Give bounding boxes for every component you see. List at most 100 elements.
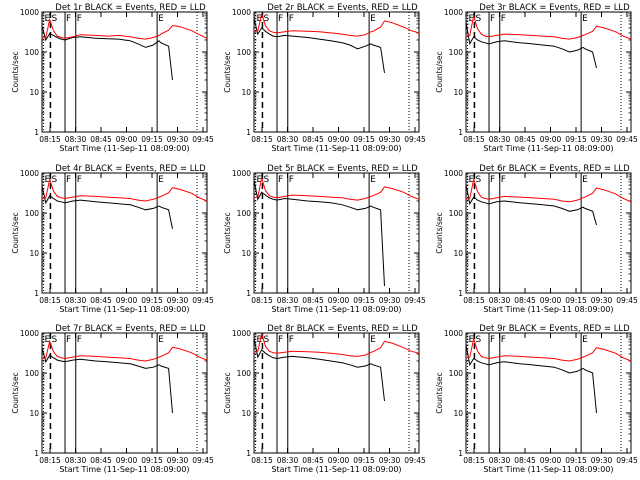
y-tick-label: 1 (458, 128, 463, 137)
marker-label: F (490, 175, 495, 185)
y-tick-label: 100 (25, 209, 40, 218)
events-series-line (465, 22, 597, 69)
x-tick-label: 08:15 (251, 135, 273, 144)
y-tick-label: 1 (458, 289, 463, 298)
marker-label: S (51, 335, 57, 345)
x-axis-label: Start Time (11-Sep-11 08:09:00) (271, 144, 401, 153)
x-tick-label: 08:30 (277, 135, 299, 144)
x-tick-label: 08:15 (39, 135, 61, 144)
y-tick-label: 100 (237, 369, 252, 378)
x-tick-label: 08:30 (489, 135, 511, 144)
y-tick-label: 1000 (444, 8, 463, 17)
x-axis-label: Start Time (11-Sep-11 08:09:00) (483, 465, 613, 474)
x-tick-label: 09:30 (591, 296, 613, 305)
marker-label: E (45, 335, 51, 345)
marker-label: E (469, 14, 475, 24)
y-tick-label: 100 (449, 209, 464, 218)
x-tick-label: 09:45 (404, 456, 426, 465)
panel-9: Det 9r BLACK = Events, RED = LLD 1 10 100 10… (435, 324, 638, 474)
y-tick-label: 100 (449, 48, 464, 57)
x-tick-label: 08:30 (65, 135, 87, 144)
y-tick-label: 1000 (20, 169, 39, 178)
panel-1: Det 1r BLACK = Events, RED = LLD 1 10 100 10… (11, 3, 214, 153)
panel-title: Det 5r BLACK = Events, RED = LLD (267, 164, 418, 174)
marker-label: F (77, 335, 82, 345)
plot-frame (253, 172, 420, 294)
marker-label: E (370, 14, 376, 24)
events-series-line (41, 347, 173, 414)
x-tick-label: 09:30 (379, 296, 401, 305)
marker-label: S (475, 14, 481, 24)
events-series-line (41, 25, 173, 81)
marker-label: F (490, 335, 495, 345)
x-tick-label: 09:00 (328, 135, 350, 144)
marker-label: F (490, 14, 495, 24)
y-tick-label: 100 (449, 369, 464, 378)
marker-label: E (370, 175, 376, 185)
x-axis-label: Start Time (11-Sep-11 08:09:00) (271, 305, 401, 314)
marker-label: S (263, 14, 269, 24)
marker-label: F (66, 14, 71, 24)
x-tick-label: 08:30 (277, 456, 299, 465)
panel-7: Det 7r BLACK = Events, RED = LLD 1 10 100 10… (11, 324, 214, 474)
x-tick-label: 08:30 (65, 296, 87, 305)
lld-series-line (253, 11, 420, 37)
x-tick-label: 09:45 (192, 296, 214, 305)
panel-title: Det 9r BLACK = Events, RED = LLD (479, 324, 630, 334)
y-tick-label: 1 (246, 128, 251, 137)
y-tick-label: 1000 (20, 8, 39, 17)
y-tick-label: 1000 (444, 169, 463, 178)
lld-series-line (41, 339, 208, 362)
marker-label: F (278, 14, 283, 24)
y-tick-label: 100 (237, 48, 252, 57)
y-tick-label: 1 (34, 449, 39, 458)
panel-6: Det 6r BLACK = Events, RED = LLD 1 10 100 10… (435, 164, 638, 314)
y-axis-label: Counts/sec (11, 212, 20, 253)
panel-title: Det 2r BLACK = Events, RED = LLD (267, 3, 418, 13)
y-tick-label: 10 (241, 249, 251, 258)
panel-title: Det 1r BLACK = Events, RED = LLD (55, 3, 206, 13)
panel-title: Det 6r BLACK = Events, RED = LLD (479, 164, 630, 174)
x-tick-label: 08:45 (90, 135, 112, 144)
x-tick-label: 08:45 (90, 456, 112, 465)
y-axis-label: Counts/sec (223, 372, 232, 413)
marker-label: F (77, 175, 82, 185)
y-tick-label: 100 (25, 369, 40, 378)
events-series-line (253, 18, 385, 73)
marker-label: S (263, 175, 269, 185)
y-axis-label: Counts/sec (223, 51, 232, 92)
marker-label: F (501, 175, 506, 185)
x-tick-label: 09:45 (404, 135, 426, 144)
x-tick-label: 08:15 (463, 296, 485, 305)
y-tick-label: 1 (34, 128, 39, 137)
x-tick-label: 09:45 (192, 135, 214, 144)
x-tick-label: 08:15 (463, 456, 485, 465)
x-axis-label: Start Time (11-Sep-11 08:09:00) (59, 144, 189, 153)
y-tick-label: 10 (29, 409, 39, 418)
y-tick-label: 1000 (20, 329, 39, 338)
x-tick-label: 09:00 (328, 296, 350, 305)
marker-label: E (469, 335, 475, 345)
x-tick-label: 08:15 (463, 135, 485, 144)
plot-frame (253, 332, 420, 454)
y-tick-label: 1 (34, 289, 39, 298)
x-tick-label: 09:00 (540, 296, 562, 305)
marker-label: F (289, 14, 294, 24)
y-tick-label: 1 (458, 449, 463, 458)
marker-label: E (257, 14, 263, 24)
events-series-line (41, 185, 173, 230)
x-tick-label: 08:45 (302, 135, 324, 144)
marker-label: F (289, 335, 294, 345)
x-tick-label: 09:15 (141, 296, 163, 305)
y-tick-label: 1 (246, 449, 251, 458)
plot-frame (465, 332, 632, 454)
y-tick-label: 10 (453, 88, 463, 97)
x-axis-label: Start Time (11-Sep-11 08:09:00) (271, 465, 401, 474)
marker-label: F (289, 175, 294, 185)
x-tick-label: 08:15 (39, 296, 61, 305)
y-tick-label: 1000 (444, 329, 463, 338)
plot-frame (465, 11, 632, 133)
x-axis-label: Start Time (11-Sep-11 08:09:00) (59, 465, 189, 474)
x-tick-label: 09:00 (116, 456, 138, 465)
